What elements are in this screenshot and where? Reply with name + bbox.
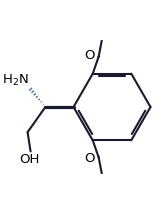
Text: OH: OH [19,153,39,166]
Text: H$_2$N: H$_2$N [2,73,29,88]
Text: O: O [84,152,95,165]
Text: O: O [84,49,95,62]
